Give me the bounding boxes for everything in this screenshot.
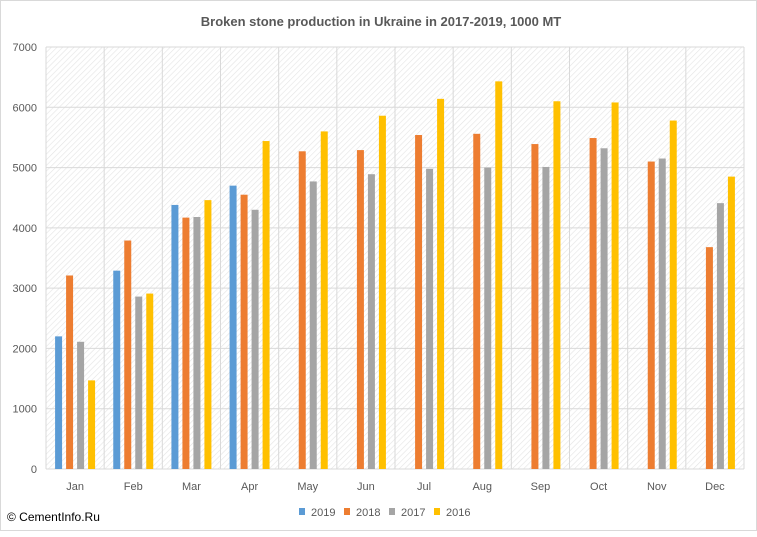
y-tick-label: 2000 [13,343,37,355]
bar-2016-mar [204,200,212,469]
bar-2018-dec [705,247,713,469]
x-tick-label: Jan [66,481,84,493]
x-tick-label: May [297,481,318,493]
x-tick-label: Nov [647,481,667,493]
y-tick-label: 0 [31,464,37,476]
x-tick-label: Apr [241,481,258,493]
legend-swatch-2018 [344,508,350,515]
bar-2016-jan [88,380,96,469]
bar-2018-jan [66,275,74,469]
bar-2018-aug [473,133,481,469]
y-tick-label: 5000 [13,163,37,175]
legend-label: 2017 [401,507,425,519]
x-tick-label: Feb [124,481,143,493]
bar-2018-sep [531,144,539,469]
legend: 2019 2018 2017 2016 [299,507,470,519]
bar-2016-oct [611,102,619,469]
legend-swatch-2017 [389,508,395,515]
y-axis: 0 1000 2000 3000 4000 5000 6000 7000 [13,42,37,476]
x-tick-label: Mar [182,481,201,493]
x-axis: Jan Feb Mar Apr May Jun Jul Aug Sep Oct Nov Dec [66,481,725,493]
bar-2017-aug [484,167,492,470]
x-tick-label: Jul [417,481,431,493]
bars [55,81,735,470]
bar-2016-sep [553,101,561,469]
bar-2016-feb [146,293,154,469]
x-tick-label: Jun [357,481,375,493]
bar-2016-apr [262,141,270,469]
y-tick-label: 4000 [13,223,37,235]
bar-2018-oct [589,138,597,469]
bar-2019-feb [113,270,121,469]
bar-2019-mar [171,204,179,469]
gridlines [45,46,745,470]
watermark: © CementInfo.Ru [7,510,100,524]
bar-2016-may [320,131,328,469]
bar-2016-nov [669,120,677,469]
bar-2018-jun [356,150,364,470]
bar-2017-mar [193,217,201,469]
bar-2018-jul [415,135,423,469]
bar-2018-may [298,151,306,469]
bar-2016-jul [437,98,445,470]
chart-title: Broken stone production in Ukraine in 20… [201,14,562,29]
bar-2017-may [309,181,317,470]
bar-2016-jun [378,115,386,470]
bar-2016-dec [727,176,735,469]
x-tick-label: Oct [590,481,607,493]
bar-2018-mar [182,217,190,469]
x-tick-label: Sep [531,481,551,493]
y-tick-label: 3000 [13,283,37,295]
bar-2019-jan [55,336,63,469]
legend-label: 2019 [311,507,335,519]
y-tick-label: 1000 [13,404,37,416]
bar-2018-nov [647,161,655,470]
legend-label: 2016 [446,507,470,519]
legend-swatch-2019 [299,508,305,515]
bar-2017-feb [135,296,143,469]
bar-2017-oct [600,148,608,469]
bar-2016-aug [495,81,503,469]
bar-2017-apr [251,209,259,469]
legend-label: 2018 [356,507,380,519]
y-tick-label: 7000 [13,42,37,54]
x-tick-label: Aug [472,481,492,493]
bar-2017-sep [542,166,550,469]
bar-2018-feb [124,240,132,469]
bar-2019-apr [229,185,237,469]
y-tick-label: 6000 [13,102,37,114]
x-tick-label: Dec [705,481,725,493]
bar-2017-jan [77,341,85,469]
bar-2017-jun [367,174,375,469]
bar-2017-jul [426,168,434,469]
bar-2017-dec [716,203,724,469]
bar-2017-nov [658,158,666,469]
legend-swatch-2016 [434,508,440,515]
bar-2018-apr [240,194,248,469]
